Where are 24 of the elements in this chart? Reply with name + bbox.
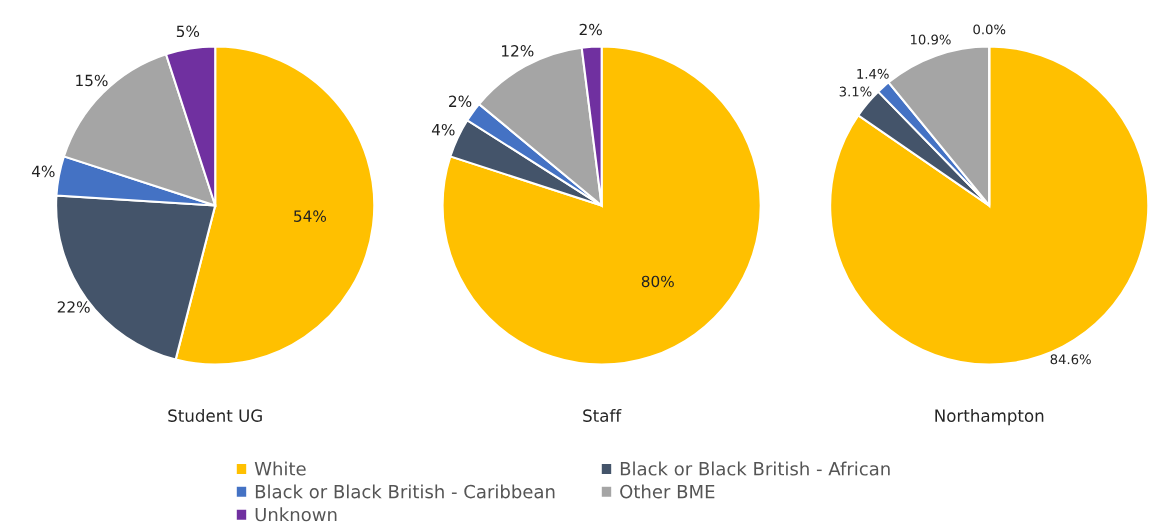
data-label: 84.6%: [1050, 354, 1091, 365]
data-label: 15%: [76, 74, 108, 87]
text: Northampton: [935, 409, 1044, 426]
data-label: 2%: [449, 95, 472, 108]
legend-label: Unknown: [255, 507, 337, 522]
legend-label: Black or Black British - African: [620, 461, 890, 476]
text: Staff: [583, 409, 622, 422]
data-label: 1.4%: [857, 68, 889, 79]
data-label: 3.1%: [839, 86, 872, 97]
data-label: 54%: [294, 210, 327, 222]
legend-label: Other BME: [620, 484, 715, 499]
data-label: 12%: [502, 45, 534, 57]
text: 0.0%: [973, 24, 1006, 35]
data-label: 80%: [641, 275, 674, 288]
text: Student UG: [168, 409, 262, 422]
data-label: 5%: [176, 25, 200, 38]
legend-label: Black or Black British - Caribbean: [255, 484, 555, 499]
data-label: 2%: [579, 23, 602, 36]
data-label: 4%: [31, 165, 55, 178]
data-label: 22%: [57, 301, 90, 313]
data-label: 10.9%: [910, 34, 951, 45]
legend-label: White: [254, 461, 306, 476]
pie-slice: [829, 45, 1150, 366]
data-label: 4%: [431, 123, 455, 136]
